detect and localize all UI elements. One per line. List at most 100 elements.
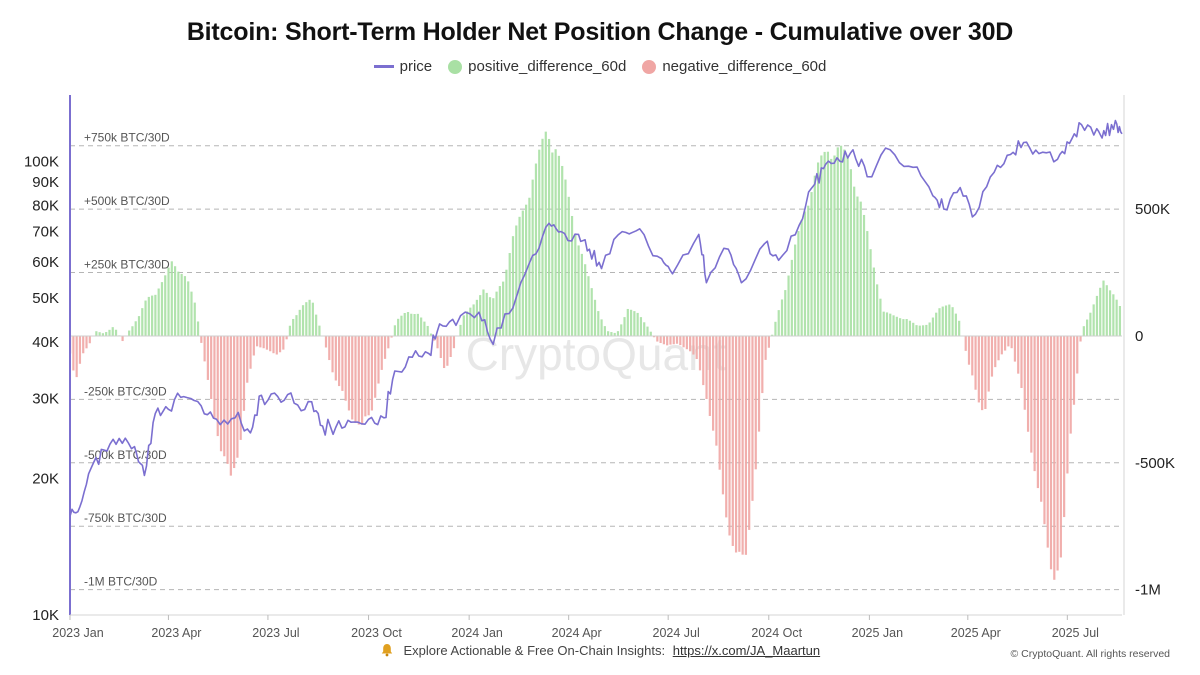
positive-bar	[98, 332, 101, 336]
positive-bar	[800, 220, 803, 336]
positive-bar	[151, 295, 154, 336]
positive-bar	[193, 302, 196, 336]
positive-bar	[164, 275, 167, 336]
negative-bar	[85, 335, 88, 349]
positive-bar	[646, 326, 649, 336]
positive-bar	[889, 313, 892, 336]
negative-bar	[374, 335, 377, 398]
positive-bar	[915, 325, 918, 336]
positive-bar	[393, 325, 396, 336]
negative-bar	[387, 335, 390, 349]
negative-bar	[987, 335, 990, 392]
positive-bar	[587, 276, 590, 336]
y-left-tick-label: 30K	[32, 391, 59, 408]
positive-bar	[951, 307, 954, 336]
legend-item-price[interactable]: price	[373, 58, 432, 75]
legend-item-positive[interactable]: positive_difference_60d	[448, 58, 626, 75]
negative-bar	[439, 335, 442, 359]
positive-bar	[876, 284, 879, 336]
positive-bar	[305, 302, 308, 336]
positive-bar	[488, 297, 492, 336]
positive-bar	[849, 169, 852, 336]
negative-bar	[738, 335, 741, 552]
positive-bar	[1099, 287, 1102, 336]
positive-bar	[544, 131, 547, 336]
negative-bar	[246, 335, 249, 383]
negative-bar	[1079, 335, 1082, 342]
positive-bar	[1086, 319, 1089, 336]
negative-bar	[338, 335, 341, 387]
positive-bar	[885, 312, 889, 336]
positive-bar	[295, 315, 298, 336]
positive-bar	[518, 216, 521, 336]
positive-bar	[866, 231, 869, 336]
negative-bar	[656, 335, 659, 342]
negative-bar	[689, 335, 692, 352]
positive-bar	[1102, 280, 1105, 336]
negative-bar	[203, 335, 206, 362]
positive-bar	[475, 299, 479, 336]
negative-bar	[364, 335, 367, 417]
positive-bar	[413, 314, 416, 336]
negative-bar	[210, 335, 213, 399]
negative-bar	[255, 335, 259, 347]
positive-bar	[643, 322, 646, 336]
positive-bar	[515, 225, 518, 336]
negative-bar	[1076, 335, 1079, 374]
negative-bar	[347, 335, 351, 411]
negative-bar	[754, 335, 757, 470]
positive-bar	[564, 179, 567, 336]
positive-bar	[823, 151, 826, 336]
negative-bar	[767, 335, 770, 348]
positive-bar	[1112, 294, 1115, 336]
x-tick-label: 2023 Jul	[252, 626, 299, 640]
price-line[interactable]	[69, 119, 1123, 517]
negative-bar	[1046, 335, 1049, 548]
negative-bar	[974, 335, 977, 390]
negative-bar	[734, 335, 738, 553]
negative-bar	[1030, 335, 1033, 453]
negative-bar	[1049, 335, 1053, 570]
positive-bar	[944, 305, 948, 336]
legend-item-negative[interactable]: negative_difference_60d	[642, 58, 826, 75]
footer-link[interactable]: https://x.com/JA_Maartun	[672, 643, 821, 658]
negative-bar	[360, 335, 364, 425]
negative-bar	[262, 335, 265, 349]
negative-bar	[702, 335, 705, 386]
positive-bar	[813, 175, 816, 336]
positive-bar	[580, 253, 583, 336]
positive-bar	[400, 315, 403, 336]
positive-bar	[154, 294, 157, 336]
negative-bar	[446, 335, 449, 366]
x-tick-label: 2024 Oct	[751, 626, 802, 640]
positive-bar	[859, 201, 862, 336]
positive-bar	[528, 197, 531, 336]
copyright: © CryptoQuant. All rights reserved	[1010, 648, 1170, 660]
positive-bar	[771, 334, 774, 336]
negative-bar	[1072, 335, 1076, 405]
negative-bar	[442, 335, 446, 369]
positive-bar	[196, 321, 200, 336]
positive-bar	[807, 205, 810, 336]
negative-bar	[764, 335, 767, 360]
positive-bar	[183, 276, 187, 336]
positive-bar	[557, 155, 561, 336]
negative-bar	[200, 335, 203, 343]
y-left-tick-label: 80K	[32, 197, 59, 214]
y-left-tick-label: 60K	[32, 254, 59, 271]
positive-bar	[777, 310, 780, 336]
positive-bar	[570, 215, 574, 336]
negative-bar	[367, 335, 370, 416]
positive-bar	[292, 318, 295, 336]
legend: price positive_difference_60d negative_d…	[0, 58, 1200, 75]
positive-bar	[649, 331, 652, 336]
positive-bar	[820, 155, 823, 336]
positive-bar	[862, 214, 866, 336]
positive-bar	[629, 309, 633, 336]
positive-bar	[790, 259, 793, 336]
negative-bar	[708, 335, 711, 416]
positive-bar	[784, 290, 787, 336]
negative-bar	[341, 335, 344, 391]
positive-bar	[465, 311, 469, 336]
